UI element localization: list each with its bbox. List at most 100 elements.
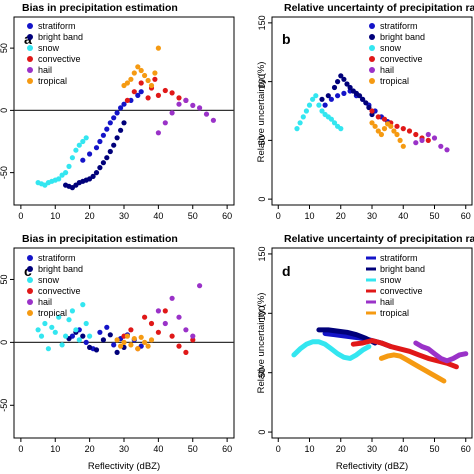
panel-c-point-hail <box>183 327 189 333</box>
panel-a-point-snow <box>69 155 75 161</box>
panel-b-point-convective <box>413 131 419 138</box>
panel-c-point-convective <box>176 343 182 349</box>
panel-c-point-bright-band <box>80 333 86 339</box>
panel-c-point-bright-band <box>93 347 100 353</box>
panel-a-point-tropical <box>148 82 155 89</box>
panel-c-xlabel: Reflectivity (dBZ) <box>88 461 160 472</box>
panel-b-point-convective <box>406 128 413 134</box>
panel-a-point-bright-band <box>90 173 96 179</box>
panel-a-point-tropical <box>138 67 144 74</box>
panel-b-point-convective <box>381 116 388 122</box>
panel-b-point-bright-band <box>335 79 341 85</box>
panel-c-point-stratiform <box>111 342 117 348</box>
panel-a-xtick-label: 20 <box>85 211 95 221</box>
panel-c-point-snow <box>52 329 58 335</box>
panel-d-line-snow <box>291 339 372 361</box>
panel-b-xtick-label: 60 <box>461 211 471 221</box>
panel-a-ytick-label: 50 <box>0 43 9 53</box>
panel-b-point-stratiform <box>322 102 328 108</box>
panel-a-point-stratiform <box>114 110 120 116</box>
panel-c-legend-swatch <box>27 288 33 294</box>
panel-c-legend-swatch <box>27 299 33 305</box>
panel-b-point-bright-band <box>325 93 331 99</box>
panel-a-xtick-label: 60 <box>222 211 232 221</box>
panel-b-point-tropical <box>391 128 397 134</box>
panel-d-legend-label: stratiform <box>380 253 418 263</box>
panel-a-legend-label: bright band <box>38 32 83 42</box>
panel-b-point-snow <box>313 93 319 99</box>
panel-a-point-snow <box>73 147 79 153</box>
panel-b-legend-label: convective <box>380 54 423 64</box>
panel-c-point-convective <box>190 337 196 343</box>
panel-c-xtick-label: 10 <box>50 444 60 454</box>
panel-c-ytick-label: 50 <box>0 274 9 284</box>
panel-a-point-tropical <box>135 64 141 70</box>
panel-a-ytick-label: 0 <box>0 108 9 113</box>
panel-c-point-snow <box>63 333 69 339</box>
panel-b-xtick-label: 50 <box>429 211 439 221</box>
panel-c-legend-label: stratiform <box>38 253 76 263</box>
panel-c-point-convective <box>148 320 155 327</box>
panel-b-point-bright-band <box>341 76 347 82</box>
panel-a-xtick-label: 40 <box>153 211 163 221</box>
panel-c-point-snow <box>69 308 75 314</box>
panel-c-point-snow <box>66 317 72 323</box>
panel-d-xtick-label: 10 <box>304 444 314 454</box>
panel-a-point-bright-band <box>111 142 117 148</box>
panel-d-legend-label: hail <box>380 297 394 307</box>
panel-b-point-bright-band <box>360 96 366 102</box>
panel-c-point-tropical <box>124 333 130 339</box>
panel-b-point-stratiform <box>335 93 341 99</box>
panel-b-point-snow <box>294 126 300 132</box>
panel-a-point-stratiform <box>104 126 110 132</box>
panel-b-point-snow <box>297 120 303 126</box>
panel-c-point-tropical <box>128 342 134 348</box>
panel-c-point-tropical <box>135 346 141 352</box>
panel-d-xtick-label: 20 <box>336 444 346 454</box>
panel-c-point-bright-band <box>107 332 113 338</box>
panel-d-line-tropical <box>378 352 447 384</box>
panel-d-legend-label: bright band <box>380 264 425 274</box>
panel-b-point-bright-band <box>331 84 338 91</box>
panel-a-ytick-label: -50 <box>0 166 9 179</box>
panel-b-point-tropical <box>397 137 403 143</box>
panel-b-point-convective <box>400 126 406 132</box>
panel-a-point-hail <box>210 117 216 123</box>
panel-c-point-convective <box>183 349 189 355</box>
panel-c-point-snow <box>56 314 62 320</box>
panel-c-point-snow <box>73 327 79 333</box>
panel-a-point-snow <box>83 135 89 141</box>
panel-b-point-convective <box>369 108 375 114</box>
panel-d-legend-label: convective <box>380 286 423 296</box>
panel-b-point-tropical <box>378 131 384 138</box>
panel-a-point-hail <box>162 120 168 126</box>
panel-b-point-hail <box>413 140 419 146</box>
panel-a-point-hail <box>197 105 203 111</box>
panel-a-point-stratiform <box>111 115 117 121</box>
panel-d-xtick-label: 50 <box>429 444 439 454</box>
panel-d-title: Relative uncertainty of precipitation ra… <box>284 233 474 245</box>
panel-b-legend-label: snow <box>380 43 402 53</box>
panel-c-point-tropical <box>145 343 151 349</box>
panel-c-xtick-label: 40 <box>153 444 163 454</box>
panel-c-point-tropical <box>148 337 155 343</box>
panel-b-legend-label: tropical <box>380 76 409 86</box>
panel-b-legend-label: hail <box>380 65 394 75</box>
panel-c-point-tropical <box>138 334 144 340</box>
panel-d-xtick-label: 60 <box>461 444 471 454</box>
panel-b-point-tropical <box>388 123 394 129</box>
panel-a-point-bright-band <box>97 165 103 171</box>
panel-a-point-stratiform <box>100 132 106 138</box>
panel-c-point-tropical <box>131 336 137 342</box>
panel-b-legend-swatch <box>369 78 375 84</box>
panel-b-ytick-label: 150 <box>257 15 267 30</box>
panel-b-point-hail <box>438 143 444 149</box>
panel-a-point-tropical <box>142 72 148 79</box>
panel-a-point-convective <box>155 92 161 98</box>
panel-b-legend-swatch <box>369 56 375 62</box>
panel-c-legend-swatch <box>27 277 33 283</box>
panel-a-point-convective <box>124 97 130 103</box>
panel-c-point-convective <box>142 314 148 320</box>
panel-d-xtick-label: 40 <box>398 444 408 454</box>
